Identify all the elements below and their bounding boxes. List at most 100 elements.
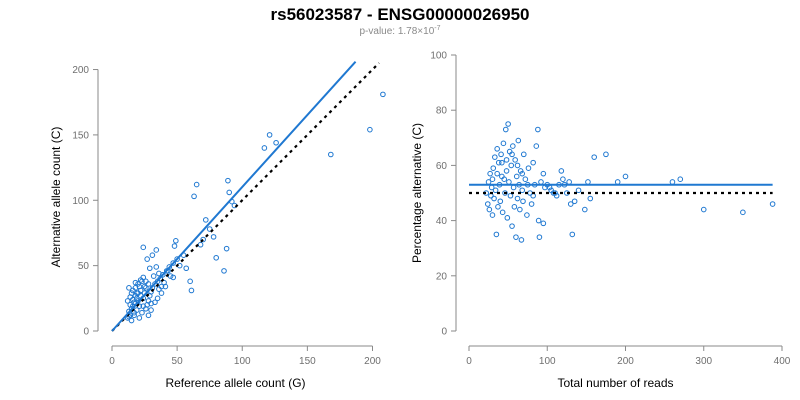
- data-point: [520, 198, 526, 205]
- data-point: [513, 234, 519, 240]
- data-point: [525, 165, 532, 171]
- reference-line: [111, 62, 380, 332]
- data-point: [560, 176, 566, 182]
- data-point: [200, 236, 206, 243]
- data-point: [587, 195, 594, 202]
- data-point: [126, 285, 132, 291]
- y-tick-label: 200: [72, 65, 89, 76]
- data-point: [171, 243, 178, 249]
- data-point: [144, 256, 150, 262]
- y-axis-label: Alternative allele count (C): [49, 127, 63, 268]
- data-point: [145, 281, 152, 287]
- data-point: [226, 189, 233, 196]
- data-point: [273, 139, 279, 146]
- data-point: [517, 206, 523, 213]
- data-point: [489, 212, 496, 218]
- y-tick-label: 0: [441, 327, 447, 338]
- data-point: [515, 137, 522, 144]
- data-point: [622, 173, 629, 180]
- data-point: [502, 126, 509, 133]
- data-point: [141, 283, 148, 290]
- data-point: [149, 252, 156, 258]
- data-point: [513, 173, 520, 180]
- y-axis-label: Percentage alternative (C): [410, 123, 424, 263]
- y-tick-label: 0: [83, 327, 89, 338]
- data-point: [506, 179, 512, 185]
- data-point: [614, 179, 621, 185]
- data-point: [740, 209, 746, 216]
- data-point: [535, 126, 541, 133]
- data-point: [158, 290, 165, 296]
- data-point: [140, 303, 147, 309]
- data-point: [499, 209, 506, 216]
- data-point: [509, 151, 515, 158]
- data-point: [503, 168, 510, 174]
- data-point: [183, 265, 190, 272]
- data-point: [498, 151, 504, 158]
- data-point: [494, 170, 500, 177]
- data-point: [509, 223, 515, 229]
- data-point: [502, 190, 508, 196]
- data-point: [187, 278, 193, 285]
- data-point: [507, 192, 514, 199]
- data-point: [266, 132, 273, 138]
- chart-title: rs56023587 - ENSG00000026950: [271, 5, 530, 24]
- x-tick-label: 0: [466, 356, 472, 367]
- data-point: [520, 151, 527, 158]
- data-point: [210, 234, 217, 240]
- data-point: [136, 315, 143, 321]
- data-point: [153, 247, 160, 253]
- data-point: [553, 192, 560, 199]
- data-point: [367, 126, 373, 133]
- data-point: [158, 283, 165, 290]
- data-point: [143, 285, 149, 291]
- data-point: [518, 237, 525, 243]
- y-tick-label: 20: [436, 271, 448, 282]
- data-point: [174, 256, 180, 262]
- data-point: [522, 176, 529, 182]
- data-point: [486, 206, 493, 213]
- y-tick-label: 100: [72, 196, 89, 207]
- data-point: [328, 151, 334, 158]
- data-point: [133, 307, 140, 313]
- data-point: [508, 162, 515, 169]
- data-point: [566, 179, 572, 185]
- data-point: [492, 154, 498, 160]
- data-point: [145, 312, 152, 319]
- data-point: [569, 231, 576, 238]
- data-point: [571, 198, 578, 205]
- x-axis-label: Total number of reads: [557, 376, 673, 390]
- data-point: [505, 121, 511, 127]
- x-tick-label: 100: [539, 356, 556, 367]
- data-point: [148, 307, 154, 313]
- data-point: [535, 217, 542, 224]
- data-point: [495, 204, 501, 210]
- pvalue-label: p-value: 1.78×10-7: [359, 25, 440, 37]
- data-point: [191, 193, 197, 200]
- y-tick-label: 150: [72, 130, 89, 141]
- data-point: [567, 201, 574, 207]
- data-point: [173, 237, 179, 244]
- data-point: [223, 245, 230, 252]
- data-point: [603, 151, 609, 158]
- y-tick-label: 80: [436, 106, 448, 117]
- data-point: [225, 177, 231, 184]
- data-point: [380, 91, 386, 98]
- fit-line: [111, 61, 357, 332]
- data-point: [124, 298, 131, 304]
- data-point: [495, 159, 502, 166]
- data-point: [133, 290, 140, 296]
- data-point: [261, 145, 268, 151]
- data-point: [484, 201, 491, 207]
- data-point: [490, 165, 497, 171]
- data-point: [162, 283, 169, 290]
- data-point: [491, 195, 497, 202]
- data-point: [497, 198, 504, 205]
- data-point: [197, 241, 204, 248]
- data-point: [533, 143, 540, 149]
- data-point: [510, 143, 516, 149]
- x-tick-label: 300: [695, 356, 712, 367]
- data-point: [492, 187, 499, 194]
